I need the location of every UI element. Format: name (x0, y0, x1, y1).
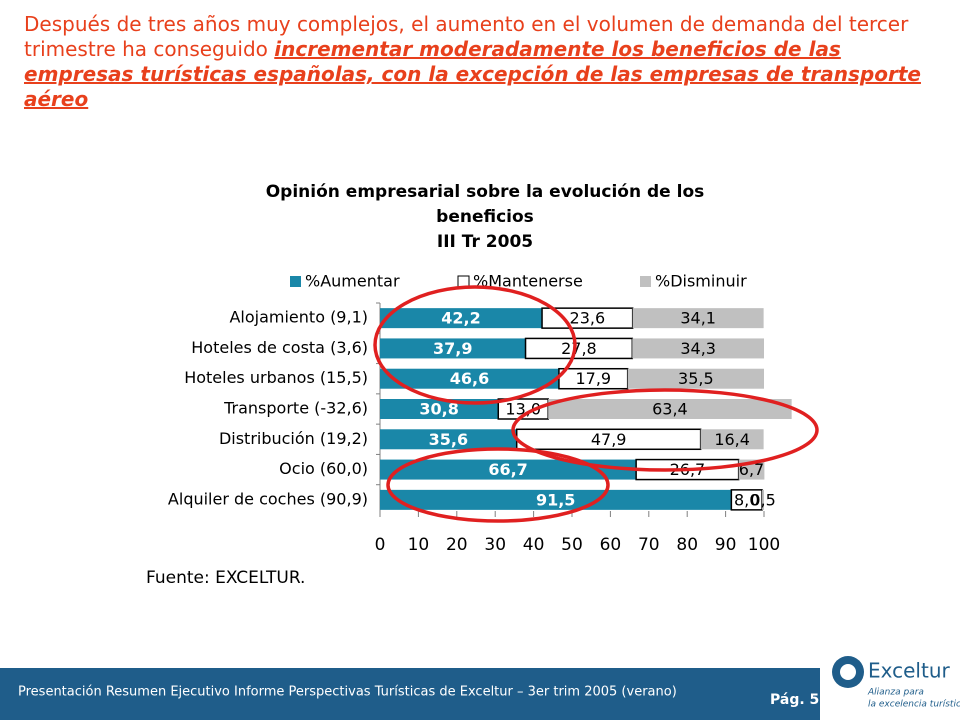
header: Después de tres años muy complejos, el a… (24, 12, 934, 112)
chart-title: beneficios (436, 207, 534, 227)
legend-swatch (640, 276, 651, 287)
bar (548, 399, 792, 419)
bar (380, 489, 732, 510)
x-tick-label: 70 (638, 535, 660, 555)
bar (380, 308, 543, 329)
value-label: 63,4 (652, 400, 688, 419)
value-label: 23,6 (570, 309, 606, 328)
value-label: 16,4 (714, 430, 750, 449)
x-tick-label: 0 (375, 535, 386, 555)
header-text: Después de tres años muy complejos, el a… (24, 12, 909, 61)
x-tick-label: 80 (676, 535, 698, 555)
category-label: Hoteles urbanos (15,5) (184, 368, 368, 387)
bar (380, 459, 637, 480)
x-tick-label: 60 (600, 535, 622, 555)
bar (380, 338, 526, 359)
legend-swatch (290, 276, 301, 287)
value-label: 34,1 (680, 309, 716, 328)
legend-swatch (457, 275, 470, 288)
x-tick-label: 40 (523, 535, 545, 555)
value-label: 35,6 (429, 430, 468, 449)
value-label: 30,8 (419, 400, 458, 419)
value-label: 47,9 (591, 430, 627, 449)
value-label: 27,8 (561, 339, 597, 358)
category-label: Transporte (-32,6) (223, 399, 368, 418)
legend-label: %Disminuir (655, 272, 747, 291)
chart-title: Opinión empresarial sobre la evolución d… (266, 182, 705, 202)
bar (762, 489, 764, 510)
legend-label: %Mantenerse (473, 272, 583, 291)
value-label: 34,3 (680, 339, 716, 358)
x-tick-label: 30 (484, 535, 506, 555)
bar (380, 368, 559, 389)
source: Fuente: EXCELTUR. (146, 568, 305, 588)
highlight (386, 447, 610, 523)
value-label: 46,6 (450, 369, 489, 388)
category-label: Hoteles de costa (3,6) (191, 338, 368, 357)
value-label: 35,5 (678, 369, 714, 388)
value-label: 42,2 (441, 309, 480, 328)
highlight (511, 388, 819, 472)
footer-text: Presentación Resumen Ejecutivo Informe P… (18, 685, 677, 700)
bar (632, 338, 764, 359)
category-label: Alquiler de coches (90,9) (168, 489, 368, 508)
logo-name: Exceltur (868, 659, 950, 683)
logo-tagline: Alianza para (867, 688, 924, 698)
bar (380, 429, 517, 450)
page-number: Pág. 5 (770, 692, 819, 708)
value-label: 8,0 (734, 490, 759, 509)
x-tick-label: 100 (748, 535, 780, 555)
logo-mark (840, 664, 856, 680)
chart-title: III Tr 2005 (437, 232, 533, 252)
bar (700, 429, 764, 450)
highlight (373, 285, 577, 405)
value-label: 66,7 (488, 460, 527, 479)
value-label: 0,5 (750, 490, 775, 509)
legend-label: %Aumentar (305, 272, 400, 291)
footer-bar (0, 668, 820, 720)
header-emphasis: incrementar moderadamente los beneficios… (24, 37, 921, 111)
bar (730, 489, 763, 511)
category-label: Ocio (60,0) (279, 459, 368, 478)
x-tick-label: 50 (561, 535, 583, 555)
category-label: Alojamiento (9,1) (229, 308, 368, 327)
value-label: 37,9 (433, 339, 472, 358)
plot: %Aumentar %Mantenerse %Disminuir 0 10 20 30 40 5… (168, 272, 792, 555)
bar (632, 308, 764, 329)
value-label: 91,5 (536, 490, 575, 509)
x-tick-label: 90 (715, 535, 737, 555)
value-label: 13,0 (505, 400, 541, 419)
bar (627, 368, 764, 389)
logo-tagline: la excelencia turística (868, 700, 960, 710)
value-label: 17,9 (575, 369, 611, 388)
x-tick-label: 20 (446, 535, 468, 555)
x-tick-label: 10 (408, 535, 430, 555)
category-label: Distribución (19,2) (219, 429, 368, 448)
